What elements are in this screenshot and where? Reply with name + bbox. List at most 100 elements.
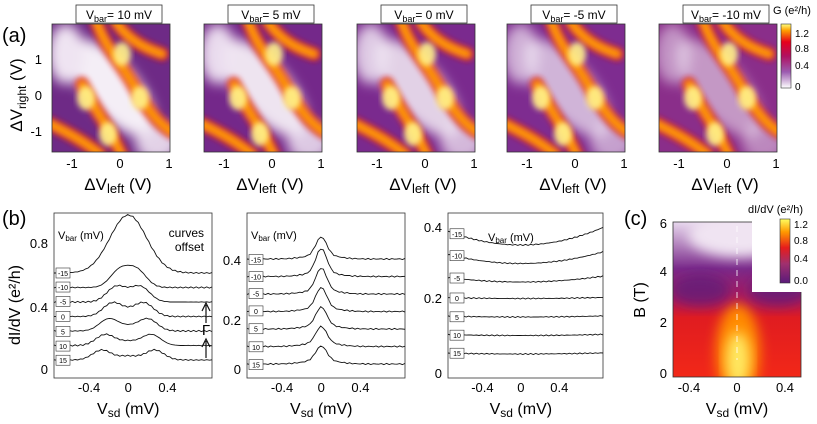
heatmap-pale-regions — [204, 24, 322, 152]
peak-1 — [738, 86, 756, 110]
vbar-header: Vbar (mV) — [58, 230, 104, 243]
xtick: 1 — [165, 156, 172, 171]
panel-a-ytick-neg1: -1 — [30, 124, 42, 139]
panel-c-xtick-m04: -0.4 — [678, 380, 700, 395]
panel-c-ytick-6: 6 — [660, 216, 667, 231]
panel-b-plot-0: 0.8 0.4 0 -0.4 0 0.4 Vsd (mV) Vbar (mV) -15 -10 -5… — [30, 212, 213, 420]
curve-0 — [246, 236, 406, 261]
curve-label-box — [449, 228, 465, 240]
panel-a-cbar-tick-08: 0.8 — [795, 44, 809, 55]
ridge-core-0 — [548, 24, 625, 135]
heatmap-content — [507, 24, 625, 152]
title-box — [380, 4, 468, 24]
heatmap-center-valley — [68, 39, 156, 137]
xtick: -0.4 — [271, 380, 293, 395]
ridge-core-0 — [245, 24, 322, 135]
xtick: -1 — [521, 156, 533, 171]
gamma-arrow-up — [201, 301, 211, 323]
panel-c-cbar-tick-00: 0.0 — [794, 276, 808, 287]
curve-label-box — [248, 305, 264, 317]
curve-6 — [447, 352, 604, 355]
xtick: -1 — [218, 156, 230, 171]
title-text: Vbar= -5 mV — [542, 8, 605, 24]
peak-2 — [77, 86, 95, 110]
curve-0 — [447, 226, 604, 246]
curve-4 — [53, 317, 213, 333]
curve-label-3: 0 — [61, 314, 65, 321]
ridge-core-0 — [398, 24, 475, 135]
curve-label-1: -10 — [452, 254, 462, 261]
curve-1 — [246, 248, 406, 278]
panel-c-colorbar-title: dI/dV (e²/h) — [748, 204, 803, 216]
panel-a-cbar-tick-04: 0.4 — [795, 61, 809, 72]
xtick: -1 — [371, 156, 383, 171]
curve-label-box — [55, 354, 71, 366]
ridge-core-0 — [700, 24, 777, 135]
title-box — [530, 4, 618, 24]
curve-label-box — [55, 281, 71, 293]
ytick: 0.8 — [30, 236, 48, 251]
curve-2 — [246, 268, 406, 296]
curve-1 — [447, 251, 604, 265]
ridge-core-2 — [113, 24, 166, 58]
heatmap-corner-tl — [507, 24, 539, 84]
curve-label-box — [248, 359, 264, 370]
panel-c-cbar-tick-12: 1.2 — [794, 220, 808, 231]
heatmap-title-3: Vbar= -5 mV — [530, 4, 618, 24]
curve-label-1: -10 — [58, 285, 68, 292]
xtick: -1 — [673, 156, 685, 171]
gamma-arrow-down — [201, 337, 211, 358]
xtick: 0.4 — [550, 380, 568, 395]
panel-c-colorbar-bar — [779, 218, 791, 284]
xtick: 0 — [125, 380, 132, 395]
curve-label-4: 5 — [61, 329, 65, 336]
curve-5 — [246, 325, 406, 348]
heatmap-xlabel: ΔVleft (V) — [236, 175, 303, 196]
plot-xlabel: Vsd (mV) — [97, 401, 159, 420]
peak-3 — [554, 122, 572, 146]
panel-c-ytick-0: 0 — [660, 366, 667, 381]
heatmap-panel-3: Vbar= -5 mV -1 0 1 ΔVleft (V) — [506, 4, 628, 196]
heatmap-frame — [506, 23, 626, 153]
xtick: -0.4 — [78, 380, 100, 395]
curve-label-6: 15 — [252, 363, 260, 370]
ytick: 0.4 — [223, 253, 241, 268]
panel-c-purple-wing-left — [673, 274, 730, 306]
curve-label-6: 15 — [59, 358, 67, 365]
xtick: 0.4 — [158, 380, 176, 395]
xtick: 0 — [318, 380, 325, 395]
xtick: 0 — [268, 156, 275, 171]
curve-label-5: 10 — [252, 345, 260, 352]
peak-0 — [418, 42, 436, 66]
ytick: 0.2 — [424, 291, 442, 306]
peak-2 — [382, 86, 400, 110]
curve-6 — [53, 348, 213, 361]
title-text: Vbar= 0 mV — [394, 8, 453, 24]
ridge-core-3 — [357, 121, 408, 152]
curve-3 — [246, 287, 406, 313]
xtick: 0 — [517, 380, 524, 395]
panel-c-ytick-4: 4 — [660, 264, 667, 279]
curve-label-box — [449, 329, 465, 341]
curve-label-6: 15 — [453, 351, 461, 358]
gamma-symbol: Γ — [202, 322, 210, 339]
heatmap-xlabel: ΔVleft (V) — [539, 175, 606, 196]
heatmap-frame — [203, 23, 323, 153]
curve-label-box — [449, 311, 465, 323]
panel-a-ylabel: ΔVright (V) — [7, 58, 29, 131]
panel-c-yticks: 6 4 2 0 — [660, 216, 667, 381]
panel-a-colorbar-title: G (e²/h) — [773, 5, 811, 17]
heatmap-title-4: Vbar= -10 mV — [682, 4, 770, 24]
note-offset: offset — [175, 240, 205, 254]
curve-label-box — [248, 341, 264, 353]
peak-3 — [404, 122, 422, 146]
peak-2 — [229, 86, 247, 110]
ytick: 0 — [234, 362, 241, 377]
heatmap-frame — [356, 23, 476, 153]
ridge-core-3 — [204, 121, 255, 152]
heatmap-center-valley — [373, 39, 461, 137]
heatmap-content — [52, 24, 170, 152]
plot-frame — [246, 212, 406, 379]
title-box — [75, 4, 163, 24]
